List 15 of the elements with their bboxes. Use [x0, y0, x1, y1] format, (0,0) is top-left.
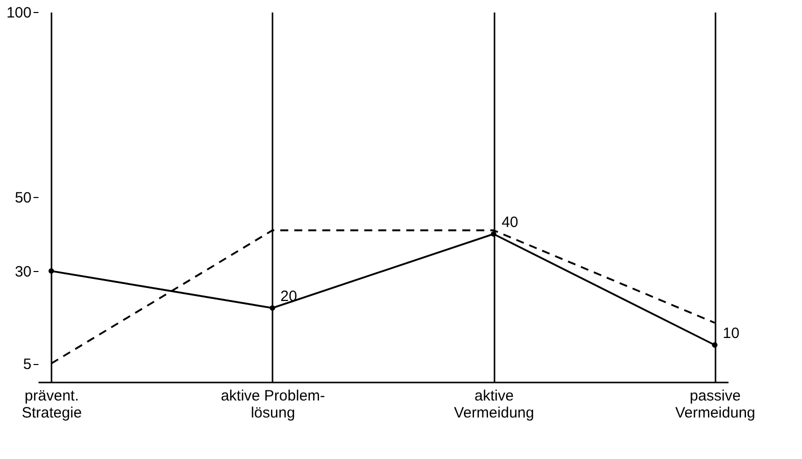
y-tick-label: 5	[23, 356, 32, 373]
y-tick-label: 50	[14, 190, 32, 206]
data-label: 20	[280, 288, 298, 305]
point	[490, 231, 496, 237]
point	[270, 305, 276, 311]
y-tick-label: 100	[6, 4, 32, 22]
x-tick-label: aktive Problem- lösung	[220, 388, 326, 422]
data-label: 10	[722, 325, 740, 342]
data-label: 40	[502, 214, 518, 231]
point	[48, 268, 54, 274]
x-tick-label: aktive Vermeidung	[454, 388, 534, 422]
y-tick-label: 30	[14, 264, 32, 280]
x-tick-label: prävent. Strategie	[22, 388, 82, 422]
point	[712, 342, 718, 348]
x-tick-label: passive Vermeidung	[675, 388, 756, 422]
